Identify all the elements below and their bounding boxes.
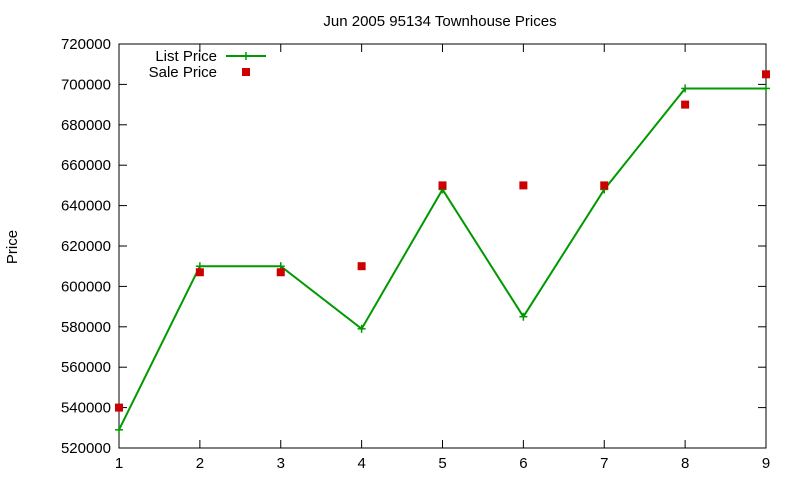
y-tick-label: 720000: [61, 36, 111, 53]
y-tick-label: 660000: [61, 157, 111, 174]
series-sale-price: [115, 70, 770, 412]
data-point: [115, 403, 123, 412]
x-tick-label: 8: [681, 455, 689, 472]
series-line: [118, 87, 766, 431]
series: [115, 70, 770, 434]
data-point: [519, 312, 528, 321]
legend-entry: Sale Price: [149, 64, 250, 81]
data-point: [681, 100, 690, 109]
data-point: [519, 181, 528, 190]
y-tick-label: 520000: [61, 440, 111, 457]
data-point: [438, 181, 447, 190]
x-tick-label: 1: [115, 455, 123, 472]
legend-label: List Price: [155, 48, 217, 65]
x-tick-label: 7: [600, 455, 608, 472]
data-point: [357, 262, 366, 271]
x-tick-label: 6: [519, 455, 527, 472]
y-tick-label: 620000: [61, 238, 111, 255]
y-tick-label: 560000: [61, 359, 111, 376]
plot-frame: [118, 43, 767, 449]
data-point: [276, 268, 285, 277]
y-axis-label: Price: [4, 230, 21, 264]
data-point: [681, 84, 690, 93]
data-point: [195, 268, 204, 277]
legend-marker: [242, 68, 250, 76]
y-tick-label: 600000: [61, 278, 111, 295]
legend-label: Sale Price: [149, 64, 217, 81]
ticks: 520000 540000 560000 580000 600000 620000 6400…: [61, 36, 770, 472]
data-point: [357, 324, 366, 333]
data-point: [115, 425, 123, 434]
data-point: [762, 70, 770, 79]
y-tick-label: 540000: [61, 400, 111, 417]
y-tick-label: 580000: [61, 319, 111, 336]
y-tick-label: 640000: [61, 198, 111, 215]
legend-marker: [242, 52, 250, 60]
x-tick-label: 3: [277, 455, 285, 472]
y-tick-label: 680000: [61, 117, 111, 134]
chart-title: Jun 2005 95134 Townhouse Prices: [323, 13, 556, 30]
series-list-price: [115, 84, 770, 434]
legend-entry: List Price: [155, 48, 266, 65]
x-tick-label: 4: [357, 455, 365, 472]
x-tick-label: 5: [438, 455, 446, 472]
data-point: [762, 84, 770, 93]
x-tick-label: 2: [196, 455, 204, 472]
data-point: [600, 181, 609, 190]
y-tick-label: 700000: [61, 76, 111, 93]
x-tick-label: 9: [762, 455, 770, 472]
axes: [118, 43, 767, 449]
